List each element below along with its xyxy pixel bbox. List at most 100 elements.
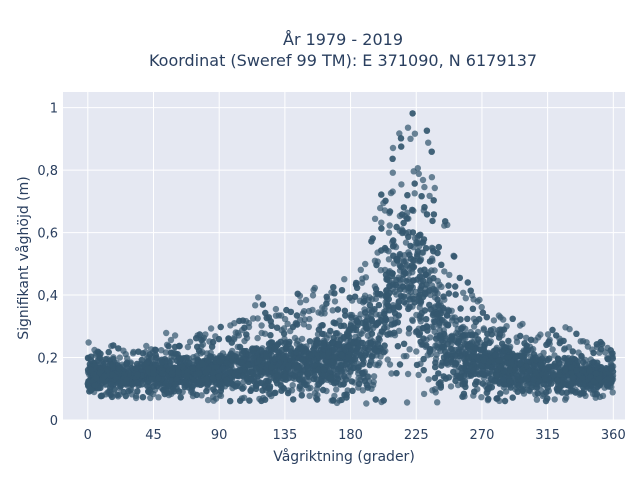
data-point [349,378,355,384]
data-point [359,371,365,377]
data-point [363,274,369,280]
data-point [548,380,554,386]
data-point [314,396,320,402]
data-point [320,353,326,359]
data-point [337,381,343,387]
data-point [390,243,396,249]
data-point [306,316,312,322]
data-point [573,331,579,337]
data-point [362,261,368,267]
data-point [378,220,384,226]
data-point [339,287,345,293]
data-point [400,271,406,277]
data-point [362,378,368,384]
data-point [288,350,294,356]
data-point [521,340,527,346]
data-point [543,398,549,404]
data-point [330,397,336,403]
data-point [537,331,543,337]
data-point [470,306,476,312]
data-point [387,222,393,228]
data-point [227,398,233,404]
data-point [415,248,421,254]
data-point [457,316,463,322]
data-point [514,339,520,345]
data-point [457,275,463,281]
data-point [194,344,200,350]
data-point [240,373,246,379]
data-point [250,315,256,321]
data-point [276,312,282,318]
data-point [417,232,423,238]
data-point [450,350,456,356]
data-point [562,324,568,330]
data-point [366,294,372,300]
data-point [464,316,470,322]
data-point [150,383,156,389]
chart-title-line-1: År 1979 - 2019 [283,30,403,49]
data-point [543,342,549,348]
data-point [425,376,431,382]
data-point [272,356,278,362]
data-point [392,320,398,326]
data-point [411,168,417,174]
data-point [148,376,154,382]
data-point [452,378,458,384]
data-point [117,354,123,360]
data-point [295,291,301,297]
data-point [549,346,555,352]
data-point [543,371,549,377]
data-point [562,381,568,387]
data-point [440,293,446,299]
data-point [497,390,503,396]
data-point [381,342,387,348]
data-point [236,318,242,324]
data-point [338,362,344,368]
chart-title-line-2: Koordinat (Sweref 99 TM): E 371090, N 61… [149,51,537,70]
data-point [510,316,516,322]
data-point [331,290,337,296]
data-point [241,325,247,331]
data-point [491,317,497,323]
data-point [414,362,420,368]
data-point [476,297,482,303]
data-point [562,397,568,403]
data-point [430,275,436,281]
data-point [468,288,474,294]
data-point [500,376,506,382]
data-point [412,131,418,137]
data-point [246,397,252,403]
data-point [432,364,438,370]
data-point [520,386,526,392]
data-point [274,325,280,331]
data-point [187,339,193,345]
data-point [435,370,441,376]
data-point [465,279,471,285]
data-point [517,322,523,328]
data-point [515,382,521,388]
data-point [338,397,344,403]
data-point [523,346,529,352]
data-point [398,181,404,187]
data-point [255,294,261,300]
data-point [434,399,440,405]
data-point [332,298,338,304]
data-point [552,396,558,402]
data-point [98,393,104,399]
data-point [358,330,364,336]
data-point [409,207,415,213]
data-point [420,325,426,331]
data-point [202,331,208,337]
data-point [376,302,382,308]
data-point [535,390,541,396]
data-point [278,388,284,394]
data-point [284,321,290,327]
data-point [286,339,292,345]
data-point [423,316,429,322]
data-point [299,357,305,363]
data-point [252,302,258,308]
data-point [294,338,300,344]
data-point [404,192,410,198]
data-point [253,365,259,371]
data-point [353,280,359,286]
